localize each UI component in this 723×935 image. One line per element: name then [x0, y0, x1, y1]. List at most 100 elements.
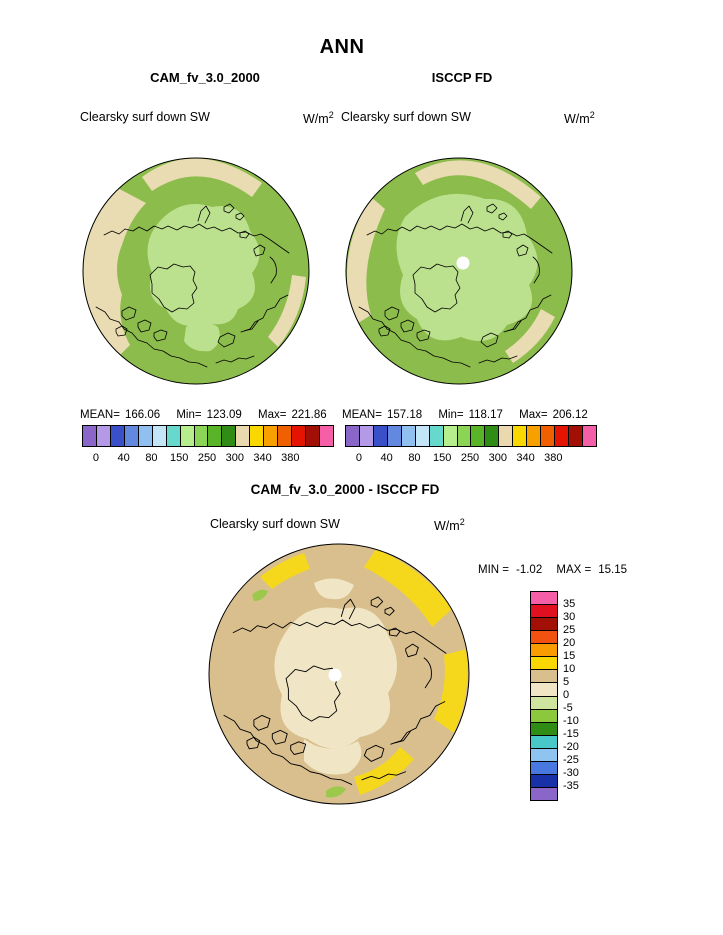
diff-colorbar-label: 0: [563, 689, 570, 701]
colorbar-segment: [527, 426, 542, 446]
colorbar-segment: [531, 605, 557, 619]
colorbar-segment: [531, 709, 557, 723]
missing-data-pole-dot: [328, 668, 342, 682]
colorbar-segment: [555, 426, 569, 446]
diff-colorbar-label: 30: [563, 611, 576, 623]
colorbar-segment: [531, 722, 557, 736]
colorbar-tick-label: 340: [253, 452, 272, 464]
colorbar-segment: [166, 426, 181, 446]
colorbar-segment: [531, 670, 557, 684]
map-diff-yellow-northwest: [260, 553, 310, 589]
mean-label: MEAN=: [80, 409, 120, 421]
colorbar-tick-label: 380: [281, 452, 300, 464]
colorbar-tick-label: 250: [197, 452, 217, 464]
colorbar-segment: [569, 426, 583, 446]
diff-colorbar-label: -5: [563, 702, 573, 714]
colorbar-segment: [278, 426, 293, 446]
colorbar-segment: [152, 426, 167, 446]
colorbar-segment: [513, 426, 528, 446]
colorbar-segment: [582, 426, 596, 446]
map-isccp-tan-north: [415, 160, 541, 209]
map-isccp-polar: [345, 157, 573, 385]
field-label-diff: Clearsky surf down SW: [210, 517, 340, 531]
missing-data-pole-dot: [456, 256, 470, 270]
min-value: 123.09: [206, 409, 242, 421]
units-label-isccp: W/m2: [564, 110, 595, 127]
min-value: 118.17: [468, 409, 503, 421]
colorbar-segment: [208, 426, 223, 446]
map-cam-outline: [82, 157, 310, 385]
panel-title-obs: ISCCP FD: [431, 70, 493, 85]
diff-colorbar-label: -10: [563, 715, 579, 727]
colorbar-segment: [485, 426, 500, 446]
colorbar-segment: [96, 426, 111, 446]
colorbar-segment: [401, 426, 416, 446]
map-diff-cream-north: [314, 578, 354, 600]
colorbar-segment: [319, 426, 333, 446]
colorbar-segment: [531, 787, 557, 800]
map-cam-light-lobe: [184, 322, 220, 352]
diff-panel-title: CAM_fv_3.0_2000 - ISCCP FD: [250, 482, 440, 497]
diff-max-label: MAX =: [556, 564, 592, 576]
map-diff-polar: [208, 543, 470, 805]
mean-value: 166.06: [124, 409, 161, 421]
colorbar-segment: [429, 426, 444, 446]
colorbar-segment: [194, 426, 209, 446]
diff-min-label: MIN =: [478, 564, 509, 576]
max-value: 206.12: [552, 409, 588, 421]
diff-colorbar-label: 20: [563, 637, 576, 649]
diff-colorbar-label: 10: [563, 663, 576, 675]
map-diff-outline: [208, 543, 470, 805]
units-label-diff: W/m2: [434, 517, 465, 534]
colorbar-tick-label: 380: [544, 452, 563, 464]
colorbar-segment: [292, 426, 306, 446]
diff-max-value: 15.15: [598, 564, 628, 576]
map-diff-cream-south: [304, 739, 362, 775]
colorbar-segment: [541, 426, 556, 446]
diff-colorbar-label: -25: [563, 754, 579, 766]
colorbar-segment: [124, 426, 139, 446]
panel-title-model: CAM_fv_3.0_2000: [150, 70, 260, 85]
colorbar-segment: [531, 735, 557, 749]
map-cam-polar: [82, 157, 310, 385]
colorbar-tick-label: 150: [433, 452, 452, 464]
colorbar-segment: [471, 426, 486, 446]
map-cam-light-region: [147, 204, 260, 326]
diff-colorbar-label: -20: [563, 741, 579, 753]
map-diff-yellow-northeast: [364, 549, 452, 627]
season-title: ANN: [319, 36, 365, 58]
colorbar-segment: [457, 426, 472, 446]
colorbar-segment: [499, 426, 514, 446]
diff-colorbar-label: -35: [563, 780, 579, 792]
colorbar-segment: [373, 426, 388, 446]
colorbar-tick-label: 80: [145, 452, 158, 464]
max-label: Max=: [257, 409, 287, 421]
max-label: Max=: [519, 409, 548, 421]
diff-colorbar-label: 15: [563, 650, 576, 662]
field-label-isccp: Clearsky surf down SW: [341, 110, 471, 124]
colorbar-tick-label: 340: [516, 452, 535, 464]
mean-label: MEAN=: [342, 409, 382, 421]
colorbar-segment: [531, 774, 557, 788]
colorbar-tick-label: 150: [170, 452, 189, 464]
colorbar-segment: [222, 426, 237, 446]
colorbar-tick-label: 40: [380, 452, 393, 464]
colorbar-diff-labels: 35 30 25 20 15 10 5 0 -5 -10 -15 -20 -25 -30 -35: [563, 591, 597, 799]
colorbar-tick-label: 0: [92, 452, 99, 464]
field-label-cam: Clearsky surf down SW: [80, 110, 210, 124]
map-diff-green-speck-south: [326, 786, 346, 798]
colorbar-segment: [138, 426, 153, 446]
stats-isccp: MEAN= 157.18 Min= 118.17 Max= 206.12: [342, 409, 588, 421]
colorbar-segment: [531, 696, 557, 710]
colorbar-tick-label: 80: [408, 452, 421, 464]
colorbar-segment: [531, 644, 557, 658]
map-isccp-tan-west: [346, 197, 385, 325]
colorbar-cam: [82, 425, 334, 447]
colorbar-segment: [415, 426, 430, 446]
colorbar-segment: [110, 426, 125, 446]
diff-minmax: MIN = -1.02 MAX = 15.15: [478, 564, 627, 576]
map-diff-yellow-east: [434, 649, 468, 733]
colorbar-segment: [346, 426, 360, 446]
diff-colorbar-label: 25: [563, 624, 576, 636]
colorbar-ticks-cam: 0 40 80 150 250 300 340 380: [82, 452, 332, 466]
